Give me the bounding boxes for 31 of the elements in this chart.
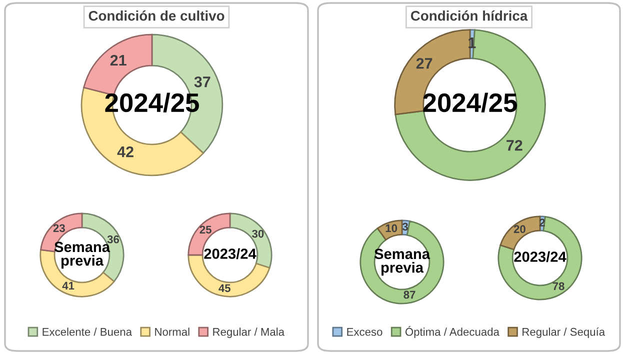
donut-slice (500, 216, 541, 250)
data-label: 87 (404, 290, 416, 299)
text: 2023/24 (514, 251, 566, 262)
data-label: 42 (117, 146, 134, 158)
data-label: 41 (62, 282, 74, 290)
data-label: 10 (386, 224, 398, 232)
data-label: 30 (252, 230, 264, 238)
chart-title: Condición hídrica (410, 10, 528, 21)
data-label: 3 (402, 222, 408, 231)
data-label: 20 (514, 225, 526, 234)
legend-label: Óptima / Adecuada (405, 326, 500, 338)
donut-slice (360, 220, 444, 304)
data-label: 37 (194, 76, 210, 88)
legend-label: Normal (155, 328, 190, 336)
data-label: 21 (110, 54, 126, 66)
data-label: 2 (539, 218, 545, 226)
legend-label: Regular / Mala (213, 328, 285, 338)
data-label: 25 (200, 226, 212, 234)
data-label: 27 (416, 58, 432, 69)
donut-slice (498, 216, 582, 300)
data-label: 72 (506, 140, 522, 151)
data-label: 36 (107, 235, 120, 244)
legend-label: Exceso (347, 328, 382, 336)
text: 2023/24 (204, 248, 256, 260)
data-label: 23 (53, 224, 65, 232)
data-label: 45 (218, 284, 230, 292)
chart-title: Condición de cultivo (88, 10, 224, 21)
donut-slice (394, 29, 546, 181)
legend-label: Regular / Sequía (522, 328, 606, 338)
legend-label: Excelente / Buena (42, 328, 132, 336)
data-label: 78 (552, 282, 564, 290)
